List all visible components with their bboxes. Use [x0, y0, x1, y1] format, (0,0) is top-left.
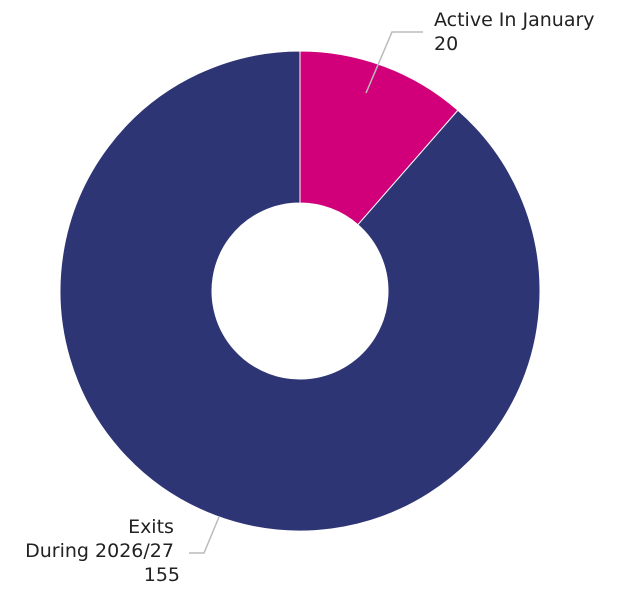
- slice-label-line: Active In January: [434, 9, 595, 31]
- donut-slice-1: [59, 50, 541, 532]
- slice-label-exits: Exits During 2026/27 155: [25, 516, 180, 586]
- slice-label-active-in-january: Active In January 20: [434, 9, 601, 55]
- donut-slice-0: [299, 50, 459, 226]
- donut-slices: [59, 50, 541, 532]
- slice-value-exits: 155: [144, 564, 180, 586]
- slice-label-line: During 2026/27: [25, 540, 174, 562]
- slice-label-line: Exits: [128, 516, 174, 538]
- leader-line-exits: [189, 516, 220, 554]
- leader-line-active-in-january: [365, 31, 423, 94]
- slice-value-active-in-january: 20: [434, 33, 458, 55]
